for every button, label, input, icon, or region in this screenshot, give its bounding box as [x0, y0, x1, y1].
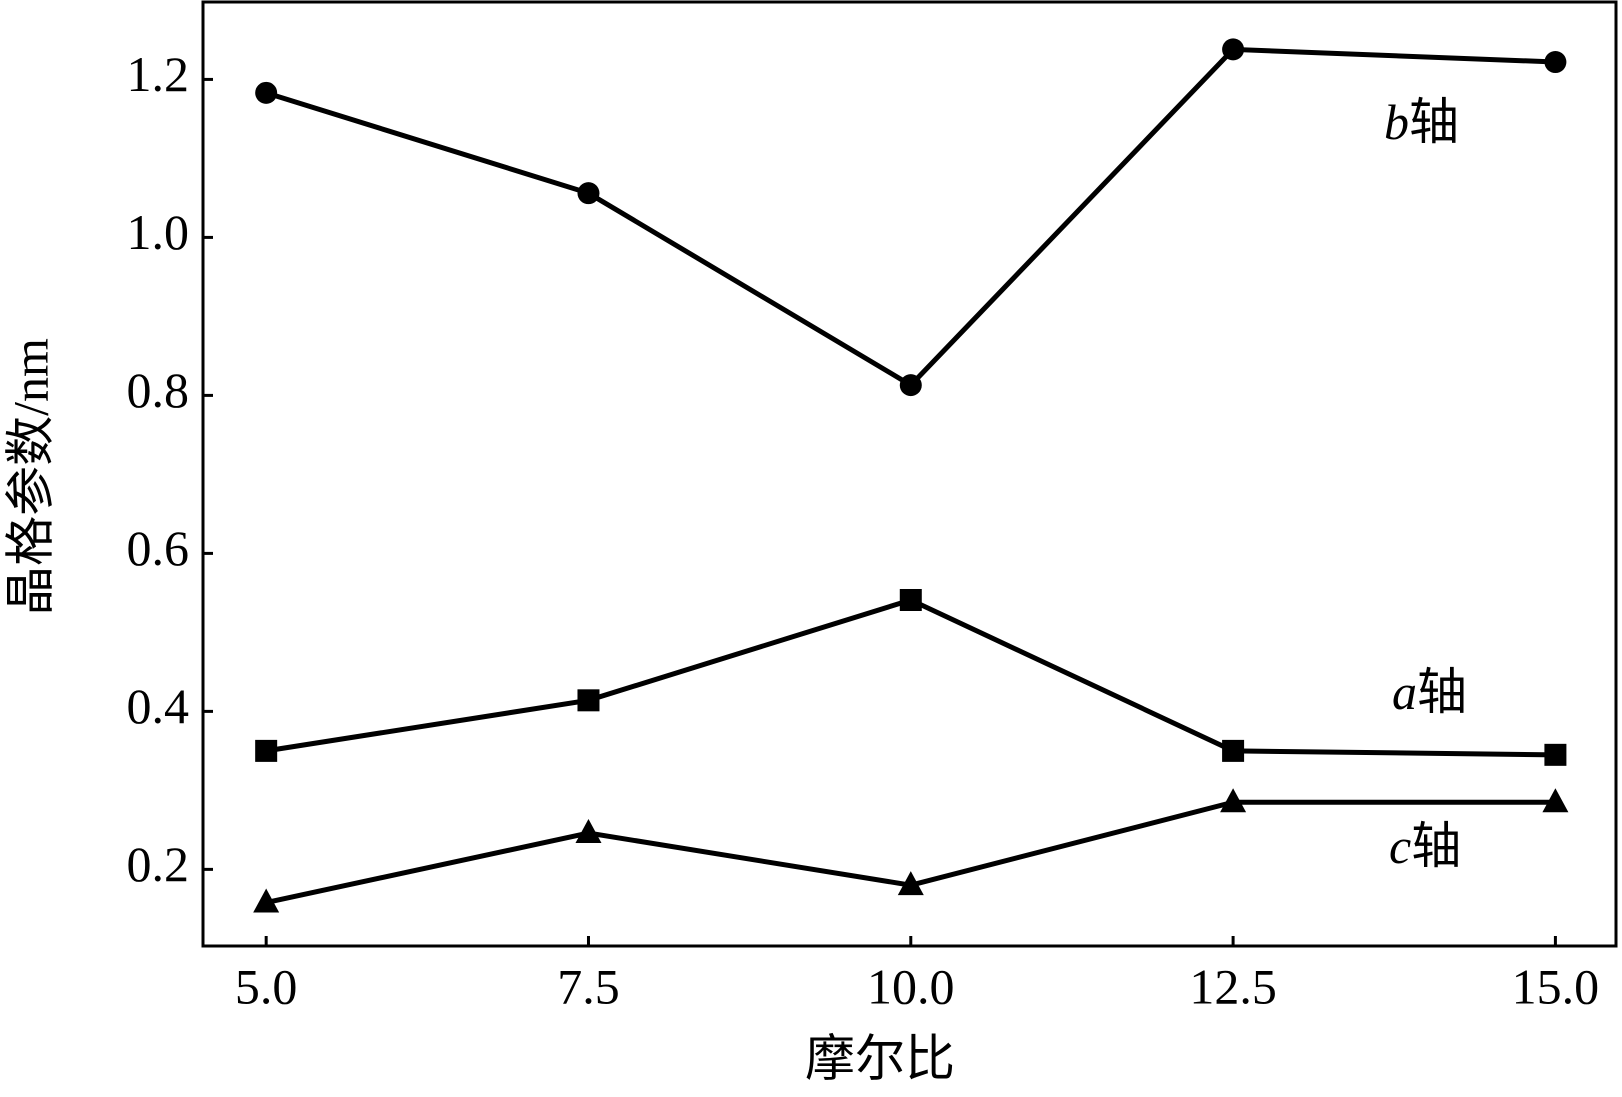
series-label: a轴: [1392, 664, 1467, 720]
marker: [899, 374, 922, 397]
marker: [255, 81, 278, 104]
series-label: b轴: [1384, 94, 1459, 150]
x-tick-label: 12.5: [1189, 958, 1277, 1014]
marker: [897, 871, 924, 896]
series-line: [265, 597, 1556, 758]
y-tick-label: 0.8: [127, 362, 190, 418]
marker: [1222, 38, 1245, 61]
marker: [899, 588, 922, 611]
y-tick-label: 0.6: [127, 520, 190, 576]
x-axis-title: 摩尔比: [805, 1030, 955, 1086]
marker: [253, 888, 280, 913]
marker: [1542, 788, 1569, 813]
y-axis-title: 晶格参数/nm: [2, 338, 58, 616]
x-tick-label: 7.5: [557, 958, 620, 1014]
y-tick-label: 1.0: [127, 204, 190, 260]
series-label: c轴: [1389, 818, 1461, 874]
x-tick-label: 10.0: [867, 958, 955, 1014]
marker: [577, 689, 600, 712]
x-tick-label: 15.0: [1512, 958, 1600, 1014]
marker: [1222, 739, 1245, 762]
y-tick-label: 0.4: [127, 678, 190, 734]
marker: [1220, 788, 1247, 813]
marker: [1544, 51, 1567, 74]
series-line: [265, 46, 1556, 389]
y-tick-label: 0.2: [127, 836, 190, 892]
x-tick-label: 5.0: [235, 958, 298, 1014]
y-tick-label: 1.2: [127, 46, 190, 102]
marker: [575, 819, 602, 844]
marker: [255, 739, 278, 762]
marker: [577, 182, 600, 205]
marker: [1544, 743, 1567, 766]
